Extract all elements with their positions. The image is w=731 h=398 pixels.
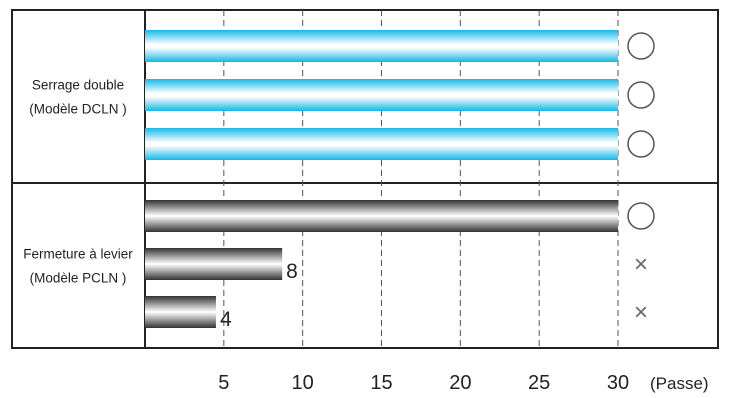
grid (223, 10, 619, 348)
group-label: (Modèle DCLN ) (29, 102, 127, 117)
bars: 8 × 4 × (145, 30, 655, 331)
bar (145, 296, 216, 328)
result-circle-icon (627, 32, 655, 60)
result-circle-icon (627, 81, 655, 109)
group-label: Serrage double (32, 78, 124, 93)
result-cross-icon: × (634, 251, 648, 278)
bar-value-label: 8 (286, 260, 298, 283)
bar (145, 200, 618, 232)
x-tick-label: 30 (607, 372, 629, 394)
bar (145, 79, 618, 111)
x-tick-label: 25 (528, 372, 550, 394)
bar (145, 30, 618, 62)
group-label: (Modèle PCLN ) (30, 271, 127, 286)
group-labels: Serrage double (Modèle DCLN ) Fermeture à … (23, 78, 133, 286)
bar-value-label: 4 (220, 308, 232, 331)
bar (145, 128, 618, 160)
group-label: Fermeture à levier (23, 247, 133, 262)
x-tick-label: 20 (449, 372, 471, 394)
x-axis-unit: (Passe) (650, 374, 709, 393)
x-tick-label: 5 (218, 372, 229, 394)
x-ticks: 5 10 15 20 25 30 (218, 372, 629, 394)
x-tick-label: 10 (292, 372, 314, 394)
result-circle-icon (627, 202, 655, 230)
result-cross-icon: × (634, 299, 648, 326)
x-tick-label: 15 (370, 372, 392, 394)
result-circle-icon (627, 130, 655, 158)
plot-frame (11, 9, 719, 349)
bar (145, 248, 283, 280)
